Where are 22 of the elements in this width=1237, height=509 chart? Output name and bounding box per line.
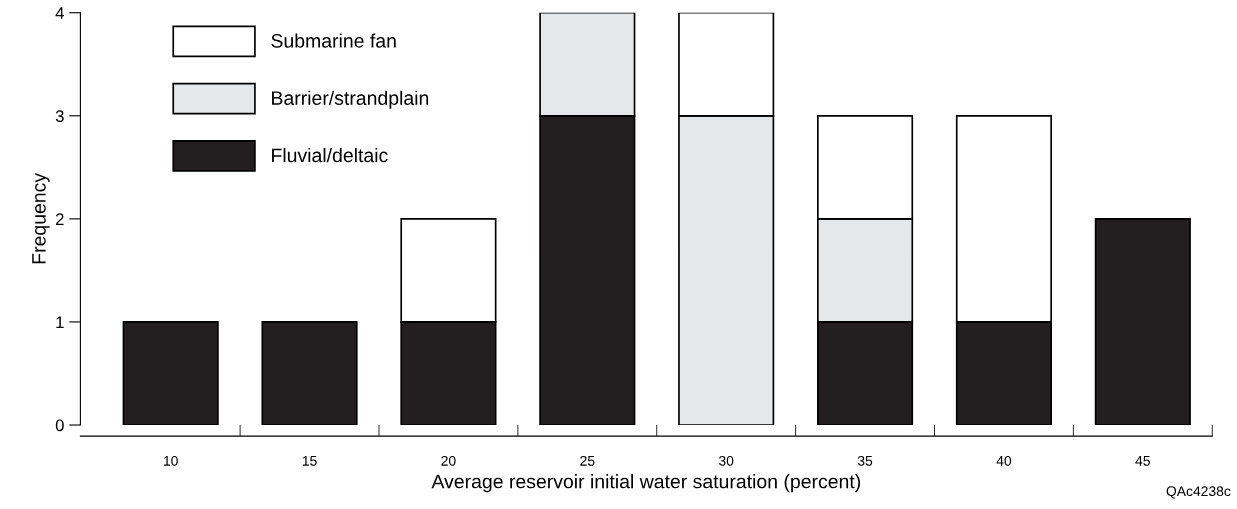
x-tick-label: 25: [580, 455, 595, 466]
x-tick-label: 35: [857, 455, 873, 466]
y-tick-label: 2: [56, 213, 64, 225]
y-tick-label: 0: [55, 419, 64, 432]
bar: [1094, 218, 1191, 426]
x-tick-label: 20: [441, 455, 456, 466]
x-tick-label: 10: [164, 455, 178, 466]
y-tick-label: 1: [56, 316, 64, 328]
x-tick-label: 45: [1135, 456, 1150, 466]
x-axis-title: Average reservoir initial water saturation (percent): [431, 474, 861, 493]
text: QAc4238c: [1166, 486, 1231, 499]
x-tick-label: 40: [996, 455, 1012, 466]
legend-label: Barrier/strandplain: [272, 90, 429, 109]
legend-label: Submarine fan: [271, 33, 396, 48]
bar: [122, 321, 219, 426]
legend-label: Fluvial/deltaic: [272, 147, 388, 163]
y-axis-title: Frequency: [32, 172, 50, 264]
bar: [261, 321, 358, 426]
x-tick-label: 30: [718, 455, 734, 466]
y-tick-label: 4: [55, 7, 64, 19]
x-tick-label: 15: [302, 456, 317, 466]
y-tick-label: 3: [55, 110, 64, 122]
